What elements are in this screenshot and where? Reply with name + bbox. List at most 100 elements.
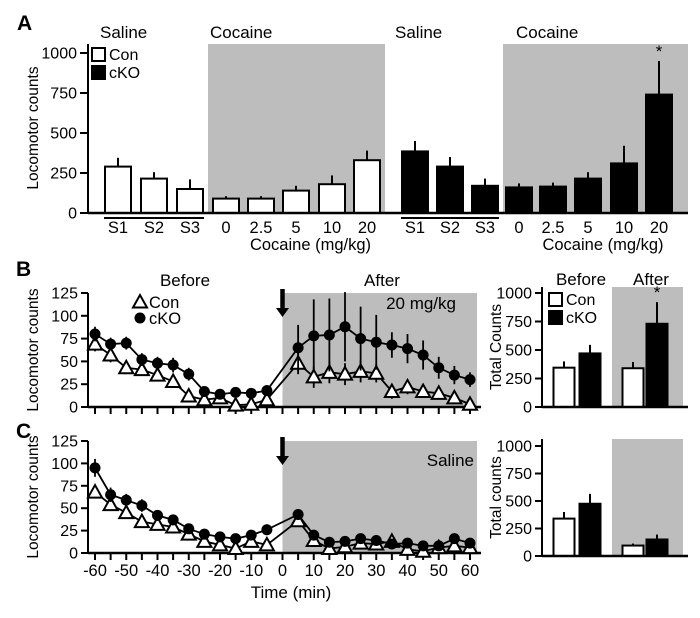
cko-circle-marker bbox=[448, 369, 460, 381]
con-triangle-marker bbox=[101, 495, 120, 512]
x-category-label: 20 bbox=[650, 219, 668, 237]
panel-label-a: A bbox=[17, 12, 33, 35]
cko-circle-marker bbox=[464, 374, 476, 386]
significance-asterisk: * bbox=[654, 283, 661, 302]
cko-circle-marker bbox=[152, 357, 163, 369]
bar-con bbox=[282, 189, 310, 215]
bar-con bbox=[176, 188, 204, 214]
cko-circle-marker bbox=[230, 533, 242, 545]
con-triangle-marker bbox=[148, 366, 167, 382]
cko-circle-marker bbox=[402, 537, 413, 549]
x-tick-label: 60 bbox=[461, 562, 479, 580]
bar-cko bbox=[401, 150, 429, 214]
con-triangle-marker bbox=[226, 539, 245, 556]
con-triangle-marker bbox=[242, 532, 260, 548]
y-tick-label: 125 bbox=[51, 434, 78, 451]
con-triangle-marker bbox=[445, 536, 464, 553]
x-category-label: 10 bbox=[615, 219, 633, 237]
cko-circle-marker bbox=[245, 529, 257, 541]
con-triangle-marker bbox=[86, 335, 104, 351]
cko-circle-marker bbox=[417, 540, 429, 552]
cko-circle-marker bbox=[230, 386, 242, 398]
section-title: Saline bbox=[395, 23, 442, 42]
legend-swatch-cko bbox=[548, 310, 563, 325]
bar-cko bbox=[471, 184, 499, 215]
x-axis-title: Time (min) bbox=[251, 583, 332, 602]
cko-circle-marker bbox=[136, 354, 148, 366]
con-triangle-marker bbox=[430, 384, 448, 400]
y-tick-label: 50 bbox=[60, 354, 78, 371]
legend-swatch-cko bbox=[91, 65, 106, 80]
section-title: Cocaine bbox=[210, 23, 272, 42]
con-triangle-marker bbox=[445, 388, 464, 405]
cko-circle-marker bbox=[433, 540, 445, 552]
y-tick-label: 75 bbox=[60, 478, 78, 495]
y-tick-label: 250 bbox=[505, 521, 532, 538]
y-tick-label: 50 bbox=[60, 501, 78, 518]
injection-arrow-head bbox=[276, 456, 289, 465]
panel-label-c: C bbox=[16, 420, 32, 443]
bar-cko bbox=[645, 93, 673, 214]
y-tick-label: 75 bbox=[60, 331, 78, 348]
cko-circle-marker bbox=[292, 508, 304, 520]
cko-circle-marker bbox=[402, 343, 413, 355]
x-tick-label: 20 bbox=[336, 562, 354, 580]
x-tick-label: -40 bbox=[146, 562, 170, 580]
con-triangle-marker bbox=[117, 358, 135, 375]
y-tick-label: 25 bbox=[60, 523, 78, 540]
con-triangle-marker bbox=[398, 540, 417, 556]
y-axis-label: Total counts bbox=[488, 456, 505, 539]
y-tick-label: 0 bbox=[69, 400, 78, 417]
x-tick-label: 50 bbox=[430, 562, 448, 580]
x-category-label: 20 bbox=[358, 219, 376, 237]
y-tick-label: 1000 bbox=[496, 286, 532, 303]
cko-circle-marker bbox=[433, 362, 445, 374]
y-tick-label: 100 bbox=[51, 308, 78, 325]
legend-label-con: Con bbox=[109, 47, 138, 64]
y-tick-label: 0 bbox=[523, 549, 532, 566]
legend-swatch-con bbox=[548, 292, 563, 307]
bar-cko bbox=[539, 185, 567, 215]
x-tick-label: 10 bbox=[305, 562, 323, 580]
cko-circle-marker bbox=[386, 339, 398, 351]
cko-circle-marker bbox=[245, 387, 257, 399]
x-tick-label: 40 bbox=[398, 562, 416, 580]
con-triangle-marker bbox=[242, 395, 260, 411]
con-triangle-marker bbox=[258, 535, 276, 552]
x-category-label: 2.5 bbox=[542, 219, 565, 237]
y-axis-label: Locomotor counts bbox=[25, 435, 42, 558]
bar-cko bbox=[574, 177, 602, 215]
shaded-after-region bbox=[612, 439, 683, 556]
bar-con bbox=[247, 197, 275, 215]
significance-asterisk: * bbox=[656, 42, 663, 61]
y-tick-label: 250 bbox=[50, 166, 77, 183]
x-category-label: 0 bbox=[221, 219, 230, 237]
cko-circle-marker bbox=[261, 524, 273, 536]
cko-circle-marker bbox=[339, 321, 351, 333]
x-category-label: 5 bbox=[291, 219, 300, 237]
y-tick-label: 750 bbox=[505, 466, 532, 483]
y-tick-label: 750 bbox=[505, 314, 532, 331]
con-triangle-marker bbox=[461, 395, 479, 411]
x-axis-title: Cocaine (mg/kg) bbox=[250, 236, 371, 254]
x-category-label: S2 bbox=[144, 219, 164, 237]
x-category-label: S1 bbox=[405, 219, 425, 237]
cko-circle-marker bbox=[355, 533, 367, 545]
con-triangle-marker bbox=[133, 360, 151, 377]
cko-circle-marker bbox=[105, 338, 117, 350]
x-tick-label: -10 bbox=[239, 562, 263, 580]
y-tick-label: 750 bbox=[50, 86, 77, 103]
con-triangle-marker bbox=[336, 365, 354, 381]
con-triangle-marker bbox=[86, 483, 104, 499]
cko-circle-marker bbox=[167, 359, 179, 371]
panel-label-b: B bbox=[16, 258, 32, 281]
y-tick-label: 25 bbox=[60, 377, 78, 394]
cko-circle-marker bbox=[120, 337, 132, 349]
bar-cko bbox=[436, 165, 464, 215]
x-tick-label: -20 bbox=[208, 562, 232, 580]
con-triangle-marker bbox=[148, 515, 167, 531]
cko-circle-marker bbox=[167, 514, 179, 526]
con-triangle-marker bbox=[320, 363, 339, 379]
